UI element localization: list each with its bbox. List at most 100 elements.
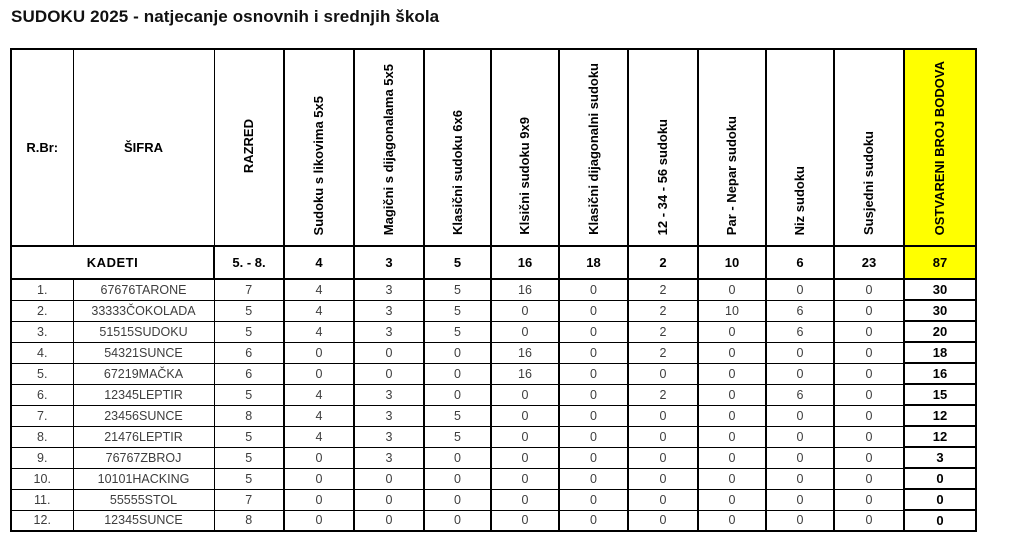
header-razred-label: RAZRED	[240, 118, 256, 174]
cell-value-8: 0	[833, 341, 905, 364]
cell-value-3: 0	[490, 299, 560, 322]
header-category-label: Klasični dijagonalni sudoku	[585, 63, 601, 235]
cell-value-0: 0	[283, 446, 355, 469]
header-category-8: Susjedni sudoku	[833, 48, 905, 247]
group-total: 87	[903, 245, 977, 280]
cell-value-3: 16	[490, 278, 560, 301]
cell-value-4: 0	[558, 383, 629, 406]
cell-value-7: 0	[765, 362, 835, 385]
cell-value-5: 0	[627, 425, 699, 448]
cell-value-0: 4	[283, 299, 355, 322]
cell-razred: 8	[213, 509, 285, 532]
cell-value-1: 3	[353, 278, 425, 301]
cell-value-1: 3	[353, 299, 425, 322]
group-value-5: 2	[627, 245, 699, 280]
cell-total: 20	[903, 320, 977, 343]
cell-value-6: 0	[697, 509, 767, 532]
header-category-0: Sudoku s likovima 5x5	[283, 48, 355, 247]
cell-value-5: 0	[627, 404, 699, 427]
cell-value-4: 0	[558, 362, 629, 385]
cell-value-5: 0	[627, 446, 699, 469]
cell-value-0: 0	[283, 341, 355, 364]
cell-value-6: 0	[697, 383, 767, 406]
cell-value-1: 0	[353, 362, 425, 385]
cell-value-3: 0	[490, 467, 560, 490]
cell-rbr: 8.	[10, 425, 74, 448]
cell-value-3: 0	[490, 509, 560, 532]
table-row: 10. 10101HACKING 5 0 0 0 0 0 0 0 0 0 0	[10, 467, 977, 490]
group-row: KADETI 5. - 8. 4 3 5 16 18 2 10 6 23 87	[10, 245, 977, 280]
cell-value-4: 0	[558, 320, 629, 343]
cell-rbr: 9.	[10, 446, 74, 469]
header-row: R.Br: ŠIFRA RAZRED Sudoku s likovima 5x5…	[10, 48, 977, 247]
cell-rbr: 5.	[10, 362, 74, 385]
cell-value-8: 0	[833, 509, 905, 532]
cell-value-0: 0	[283, 467, 355, 490]
cell-value-8: 0	[833, 320, 905, 343]
cell-value-5: 2	[627, 299, 699, 322]
cell-value-5: 0	[627, 467, 699, 490]
cell-razred: 7	[213, 488, 285, 511]
cell-value-6: 0	[697, 362, 767, 385]
cell-rbr: 10.	[10, 467, 74, 490]
cell-value-7: 0	[765, 404, 835, 427]
cell-sifra: 76767ZBROJ	[72, 446, 215, 469]
cell-razred: 5	[213, 299, 285, 322]
cell-value-6: 0	[697, 446, 767, 469]
cell-value-3: 0	[490, 404, 560, 427]
cell-value-4: 0	[558, 488, 629, 511]
cell-value-1: 3	[353, 425, 425, 448]
cell-value-5: 0	[627, 488, 699, 511]
cell-value-4: 0	[558, 278, 629, 301]
cell-value-3: 0	[490, 383, 560, 406]
cell-value-1: 3	[353, 383, 425, 406]
table-row: 7. 23456SUNCE 8 4 3 5 0 0 0 0 0 0 12	[10, 404, 977, 427]
cell-value-4: 0	[558, 299, 629, 322]
cell-value-6: 10	[697, 299, 767, 322]
cell-sifra: 33333ČOKOLADA	[72, 299, 215, 322]
header-sifra: ŠIFRA	[72, 48, 215, 247]
table-row: 12. 12345SUNCE 8 0 0 0 0 0 0 0 0 0 0	[10, 509, 977, 532]
table-row: 1. 67676TARONE 7 4 3 5 16 0 2 0 0 0 30	[10, 278, 977, 301]
cell-value-8: 0	[833, 446, 905, 469]
cell-razred: 5	[213, 383, 285, 406]
cell-value-8: 0	[833, 488, 905, 511]
cell-sifra: 54321SUNCE	[72, 341, 215, 364]
cell-value-8: 0	[833, 404, 905, 427]
group-value-2: 5	[423, 245, 492, 280]
cell-sifra: 23456SUNCE	[72, 404, 215, 427]
cell-value-3: 16	[490, 341, 560, 364]
cell-razred: 8	[213, 404, 285, 427]
cell-value-2: 5	[423, 425, 492, 448]
cell-rbr: 3.	[10, 320, 74, 343]
header-total: OSTVARENI BROJ BODOVA	[903, 48, 977, 247]
header-category-label: Susjedni sudoku	[861, 130, 877, 235]
cell-rbr: 1.	[10, 278, 74, 301]
page-title: SUDOKU 2025 - natjecanje osnovnih i sred…	[11, 7, 440, 26]
header-category-label: Sudoku s likovima 5x5	[311, 95, 327, 235]
cell-value-2: 0	[423, 383, 492, 406]
cell-value-0: 4	[283, 320, 355, 343]
cell-value-6: 0	[697, 488, 767, 511]
cell-value-0: 0	[283, 488, 355, 511]
table-row: 3. 51515SUDOKU 5 4 3 5 0 0 2 0 6 0 20	[10, 320, 977, 343]
cell-value-2: 0	[423, 341, 492, 364]
cell-total: 3	[903, 446, 977, 469]
group-value-6: 10	[697, 245, 767, 280]
cell-sifra: 21476LEPTIR	[72, 425, 215, 448]
header-category-label: Klsični sudoku 9x9	[517, 117, 533, 235]
cell-total: 18	[903, 341, 977, 364]
cell-value-2: 0	[423, 509, 492, 532]
table-row: 6. 12345LEPTIR 5 4 3 0 0 0 2 0 6 0 15	[10, 383, 977, 406]
cell-razred: 5	[213, 320, 285, 343]
cell-razred: 7	[213, 278, 285, 301]
header-category-6: Par - Nepar sudoku	[697, 48, 767, 247]
cell-value-0: 0	[283, 509, 355, 532]
cell-value-7: 0	[765, 509, 835, 532]
header-category-label: 12 - 34 - 56 sudoku	[655, 118, 671, 235]
cell-value-7: 0	[765, 425, 835, 448]
table-row: 9. 76767ZBROJ 5 0 3 0 0 0 0 0 0 0 3	[10, 446, 977, 469]
cell-value-8: 0	[833, 425, 905, 448]
group-value-8: 23	[833, 245, 905, 280]
cell-value-8: 0	[833, 278, 905, 301]
